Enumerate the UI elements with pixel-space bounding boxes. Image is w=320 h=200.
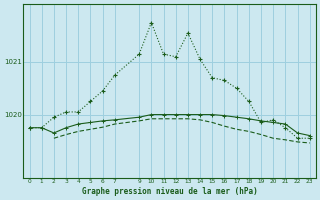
X-axis label: Graphe pression niveau de la mer (hPa): Graphe pression niveau de la mer (hPa) — [82, 187, 258, 196]
